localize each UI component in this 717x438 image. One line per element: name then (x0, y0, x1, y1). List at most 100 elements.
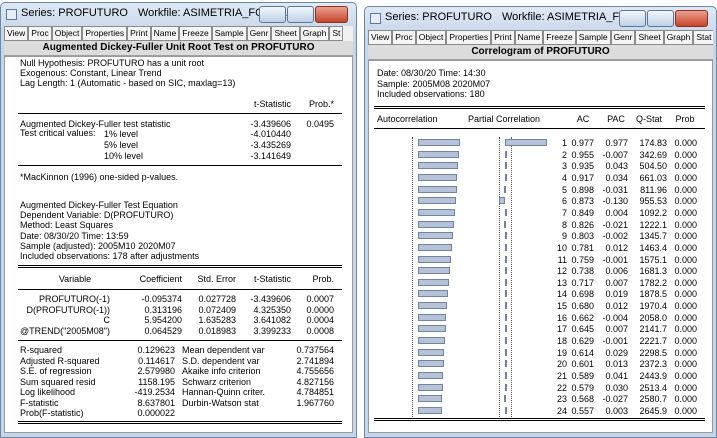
window: Series: PROFUTURO Workfile: ASIMETRIA_FON… (0, 2, 357, 438)
column-header: PAC (607, 114, 625, 124)
column-header: t-Statistic (253, 274, 291, 284)
toolbar-button[interactable]: Name (514, 30, 544, 45)
correlogram-cell: 0.019 (605, 289, 628, 300)
toolbar-button[interactable]: Properties (82, 26, 128, 41)
stat-label: S.E. of regression (20, 366, 92, 376)
toolbar-button[interactable]: Proc (28, 26, 52, 41)
ac-bar (418, 325, 446, 333)
close-button[interactable] (315, 6, 348, 23)
correlogram-cell: 2141.7 (639, 324, 667, 335)
variable-name: @TREND("2005M08") (19, 326, 110, 337)
toolbar-button[interactable]: Graph (299, 26, 330, 41)
minimize-button[interactable] (619, 10, 646, 27)
toolbar-button[interactable]: Name (150, 26, 180, 41)
toolbar-button[interactable]: Object (51, 26, 83, 41)
toolbar-button[interactable]: Print (127, 26, 151, 41)
correlogram-cell: 0.000 (674, 219, 697, 230)
toolbar-button[interactable]: View (368, 30, 393, 45)
minimize-button[interactable] (259, 6, 286, 23)
toolbar-button[interactable]: Sheet (271, 26, 300, 41)
correlogram-cell: 2580.7 (639, 394, 667, 405)
toolbar-button[interactable]: Properties (446, 30, 492, 45)
toolbar-button[interactable]: Proc (392, 30, 416, 45)
correlogram-cell: 0.738 (571, 266, 594, 277)
lag-number: 6 (561, 196, 567, 207)
correlogram-cell: 1463.4 (639, 242, 667, 253)
lag-number: 19 (556, 347, 567, 358)
lag-number: 23 (556, 394, 567, 405)
ac-bar (418, 255, 451, 263)
correlogram-cell: 2513.4 (639, 382, 667, 393)
equation-info: Augmented Dickey-Fuller Test Equation (20, 200, 178, 210)
footnote: *MacKinnon (1996) one-sided p-values. (20, 172, 179, 182)
test-label: Augmented Dickey-Fuller test statistic (20, 119, 171, 129)
lag-number: 3 (561, 161, 567, 172)
separator (18, 340, 342, 341)
ac-bar (418, 278, 449, 286)
correlogram-cell: 0.917 (571, 172, 594, 183)
stat-label: Sum squared resid (20, 376, 96, 387)
correlogram-cell: 0.000 (674, 172, 697, 183)
toolbar-button[interactable]: St (329, 26, 344, 41)
toolbar-button[interactable]: Print (491, 30, 515, 45)
correlogram-cell: 1970.4 (639, 301, 667, 312)
pac-bar (505, 325, 507, 333)
column-header: Prob.* (308, 99, 334, 109)
lag-number: 20 (556, 359, 567, 370)
correlogram-cell: 0.000 (674, 161, 697, 172)
equation-info: Included observations: 178 after adjustm… (20, 251, 200, 261)
lag-number: 18 (556, 336, 567, 347)
stat-label: Akaike info criterion (182, 366, 261, 376)
correlogram-cell: -0.001 (602, 254, 628, 265)
confidence-band (511, 137, 512, 417)
ac-bar (418, 302, 448, 310)
ac-bar (418, 372, 444, 379)
correlogram-cell: 0.977 (571, 138, 594, 148)
pac-bar (505, 383, 507, 391)
ac-bar (418, 290, 448, 298)
correlogram-cell: 0.029 (605, 347, 628, 358)
correlogram-cell: -0.031 (602, 184, 628, 195)
correlogram-cell: 0.579 (571, 382, 594, 393)
correlogram-cell: 0.012 (605, 242, 628, 253)
correlogram-cell: 0.935 (571, 161, 594, 172)
toolbar-button[interactable]: Freeze (179, 26, 212, 41)
close-button[interactable] (675, 10, 708, 27)
toolbar-button[interactable]: Graph (663, 30, 694, 45)
coefficient-cell: -0.095374 (141, 294, 182, 304)
stat-label: R-squared (20, 345, 63, 355)
pac-bar (505, 372, 507, 379)
window-icon (370, 13, 381, 24)
coefficient-cell: 3.399233 (253, 326, 291, 337)
variable-name: D(PROFUTURO(-1)) (26, 304, 111, 315)
correlogram-cell: 0.007 (605, 277, 628, 288)
critical-level: 5% level (104, 140, 139, 150)
toolbar-button[interactable]: Freeze (543, 30, 576, 45)
maximize-button[interactable] (287, 6, 314, 23)
toolbar-button[interactable]: Genr (246, 26, 272, 41)
coefficient-cell: 4.325350 (253, 304, 291, 315)
correlogram-cell: 2221.7 (639, 336, 667, 347)
maximize-button[interactable] (647, 10, 674, 27)
toolbar-button[interactable]: Genr (610, 30, 636, 45)
ac-bar (418, 208, 455, 216)
toolbar-button[interactable]: Sample (211, 26, 247, 41)
toolbar-button[interactable]: Sample (575, 30, 611, 45)
equation-info: Dependent Variable: D(PROFUTURO) (20, 210, 174, 221)
coefficient-cell: 0.313196 (144, 304, 182, 315)
toolbar-button[interactable]: Object (415, 30, 447, 45)
toolbar-button[interactable]: Sheet (635, 30, 664, 45)
ac-bar (418, 348, 445, 356)
lag-number: 22 (556, 382, 567, 393)
stat-label: Durbin-Watson stat (182, 397, 259, 408)
correlogram-cell: 0.004 (605, 207, 628, 218)
correlogram-cell: 0.003 (605, 405, 628, 416)
correlogram-cell: 0.030 (605, 382, 628, 393)
toolbar-button[interactable]: Stat (693, 30, 713, 45)
pac-bar (505, 278, 507, 286)
correlogram-cell: 0.000 (674, 242, 697, 253)
ac-bar (418, 220, 454, 228)
correlogram-cell: 0.000 (674, 371, 697, 381)
correlogram-cell: 1575.1 (639, 254, 667, 265)
toolbar-button[interactable]: View (4, 26, 29, 41)
